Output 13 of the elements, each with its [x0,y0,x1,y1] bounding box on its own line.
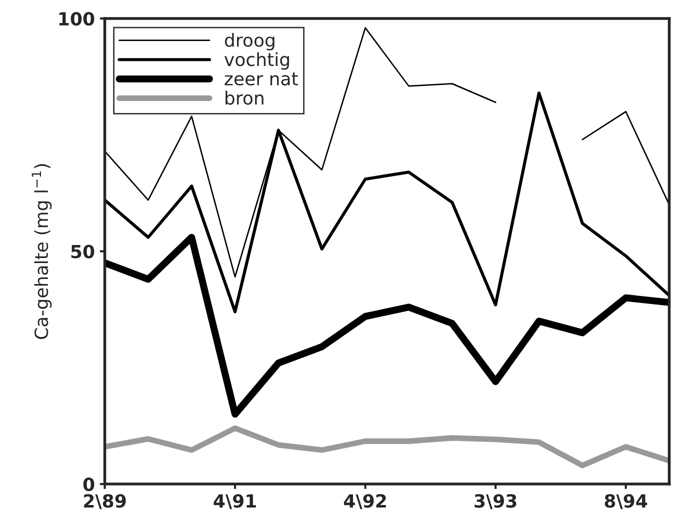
y-tick-label: 0 [83,477,94,492]
legend-label: zeer nat [224,72,298,86]
x-tick-label: 2\89 [84,494,126,510]
y-tick-label: 50 [71,244,94,258]
legend-label: bron [226,90,264,105]
x-tick-label: 4\91 [214,494,256,510]
x-tick-label: 8\94 [604,494,648,510]
x-tick-label: 4\92 [344,494,386,510]
y-tick-label: 100 [59,12,94,26]
y-axis-title: Ca-gehalte (mg l$^{−1}$) [32,164,52,340]
legend-label: droog [224,32,274,50]
legend-label: vochtig [224,52,289,70]
x-tick-label: 3\93 [474,494,516,510]
